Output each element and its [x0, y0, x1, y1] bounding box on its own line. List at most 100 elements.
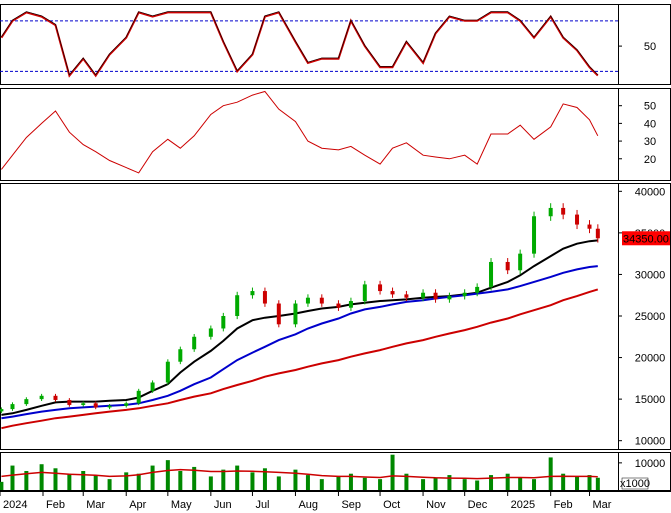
candle-body [587, 224, 592, 229]
volume-bar [404, 473, 409, 490]
month-label: May [171, 499, 192, 511]
candle-body [235, 295, 240, 316]
rsi-tick-label: 50 [644, 101, 656, 113]
candle-body [293, 303, 298, 325]
volume-bar [81, 471, 86, 490]
price-tick-label: 20000 [635, 353, 666, 365]
candle-body [165, 361, 170, 383]
candle-body [53, 395, 58, 400]
candle-body [532, 216, 537, 254]
candle-body [124, 403, 129, 406]
candle-body [505, 261, 510, 271]
candle-body [208, 328, 213, 337]
price-panel-frame [0, 183, 671, 450]
volume-bar [124, 472, 129, 490]
volume-bar [136, 473, 141, 490]
volume-bar [165, 460, 170, 490]
month-label: 2025 [511, 499, 535, 511]
volume-bar [178, 471, 183, 490]
volume-bar [447, 475, 452, 490]
month-label: Mar [86, 499, 105, 511]
month-label: Jul [255, 499, 269, 511]
volume-bar [262, 468, 267, 490]
month-label: Feb [554, 499, 573, 511]
candle-body [10, 404, 15, 410]
rsi-tick-label: 20 [644, 154, 656, 166]
volume-bar [67, 473, 72, 490]
volume-bar [293, 469, 298, 490]
month-label: Mar [593, 499, 612, 511]
volume-bar [24, 471, 29, 490]
candle-body [107, 405, 112, 408]
stoch-d-line [1, 11, 599, 76]
candle-body [362, 284, 367, 302]
volume-bar [575, 476, 580, 490]
volume-bar [475, 480, 480, 490]
volume-bar [93, 475, 98, 490]
volume-bar [235, 465, 240, 490]
candle-body [561, 207, 566, 215]
candle-body [336, 303, 341, 308]
volume-bar [518, 477, 523, 490]
volume-bar [505, 473, 510, 490]
candle-body [39, 395, 44, 400]
rsi-panel-frame [0, 88, 671, 181]
candle-body [276, 303, 281, 325]
candle-body [390, 291, 395, 295]
last-price-tag [622, 231, 670, 246]
volume-bar [532, 479, 537, 490]
candle-body [67, 399, 72, 405]
ma-line-ma200 [1, 288, 599, 430]
month-label: Nov [426, 499, 446, 511]
volume-bar [390, 454, 395, 490]
volume-bar [0, 481, 4, 490]
month-label: Feb [46, 499, 65, 511]
candle-body [150, 382, 155, 391]
candle-body [250, 291, 255, 296]
volume-bar [561, 473, 566, 490]
volume-bar [336, 476, 341, 490]
stoch-k-line [0, 11, 599, 78]
rsi-tick-label: 30 [644, 136, 656, 148]
candle-body [81, 403, 86, 405]
volume-bar [305, 475, 310, 490]
price-tick-label: 25000 [635, 311, 666, 323]
volume-bar [421, 479, 426, 490]
ma-line-ma20 [1, 239, 598, 416]
candle-body [178, 349, 183, 362]
candle-body [462, 292, 467, 297]
price-tick-label: 10000 [635, 436, 666, 448]
candle-body [518, 253, 523, 271]
candle-body [319, 297, 324, 304]
candle-body [378, 284, 383, 292]
candle-body [595, 228, 600, 239]
volume-bar [319, 479, 324, 490]
price-tick-label: 15000 [635, 394, 666, 406]
month-label: Jun [214, 499, 232, 511]
candle-body [24, 399, 29, 405]
volume-bar [107, 479, 112, 490]
candle-body [221, 316, 226, 329]
last-price-label: 34350.00 [623, 233, 669, 245]
volume-bar [433, 477, 438, 490]
month-label: Aug [298, 499, 318, 511]
rsi-tick-label: 40 [644, 118, 656, 130]
volume-bar [595, 477, 600, 490]
month-label: 2024 [3, 499, 27, 511]
candle-body [305, 297, 310, 304]
rsi-line [1, 90, 599, 174]
ma-line-ma50 [1, 265, 598, 420]
price-tick-label: 30000 [635, 269, 666, 281]
month-label: Oct [383, 499, 400, 511]
candle-body [348, 301, 353, 308]
volume-bar [250, 472, 255, 490]
candle-body [433, 292, 438, 300]
volume-bar [276, 476, 281, 490]
volume-bar [378, 479, 383, 490]
volume-unit-label: x1000 [620, 478, 650, 490]
volume-bar [221, 469, 226, 490]
candle-body [262, 291, 267, 304]
volume-unit-box [621, 477, 649, 490]
price-tick-label: 40000 [635, 186, 666, 198]
